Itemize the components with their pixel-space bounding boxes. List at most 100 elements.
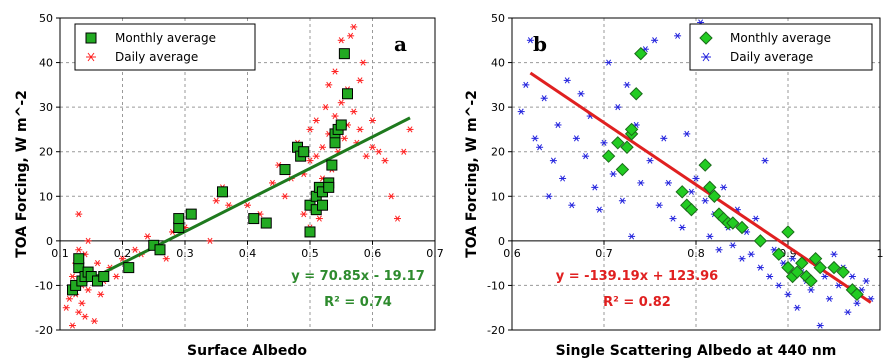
monthly-average-point — [813, 260, 827, 275]
x-tick-label: 0.4 — [239, 247, 257, 260]
monthly-average-point — [304, 226, 316, 238]
regression-equation: y = -139.19x + 123.96 — [556, 269, 718, 284]
legend-monthly-marker — [699, 31, 713, 45]
daily-average-point — [623, 81, 631, 88]
daily-average-point — [340, 135, 348, 142]
monthly-average-point — [634, 46, 648, 61]
monthly-average-point — [703, 180, 717, 195]
monthly-average-point — [836, 265, 850, 279]
daily-average-point — [347, 32, 355, 39]
daily-average-point — [572, 135, 580, 142]
monthly-average-point — [611, 136, 625, 150]
daily-average-point — [600, 139, 608, 146]
legend: Monthly average Daily average — [74, 23, 256, 71]
monthly-average-point — [624, 122, 639, 137]
daily-average-point — [775, 282, 783, 289]
y-tick-label: 40 — [39, 57, 53, 70]
daily-average-point — [75, 246, 83, 253]
daily-average-point — [614, 104, 622, 111]
monthly-average-point — [260, 217, 272, 229]
daily-average-point — [331, 112, 339, 120]
monthly-average-point — [620, 140, 634, 154]
daily-average-point — [738, 255, 746, 262]
panel-label: a — [394, 32, 407, 56]
x-tick-label: 0.3 — [176, 247, 194, 260]
daily-average-point — [605, 59, 613, 66]
daily-average-point — [559, 175, 567, 182]
daily-average-point — [756, 264, 764, 271]
daily-average-point — [350, 108, 358, 115]
y-tick-label: -10 — [35, 279, 53, 292]
daily-average-point — [609, 170, 617, 178]
daily-average-point — [517, 108, 525, 115]
monthly-average-point — [735, 220, 749, 235]
monthly-average-point — [338, 48, 350, 60]
daily-average-point — [131, 246, 139, 253]
panel-label: b — [533, 32, 547, 56]
monthly-average-point — [808, 251, 823, 266]
daily-average-point — [766, 273, 774, 280]
monthly-average-series — [67, 48, 353, 296]
daily-average-point — [387, 193, 395, 200]
monthly-average-point — [629, 87, 643, 101]
x-tick-label: 0.5 — [301, 247, 319, 260]
legend-daily-label: Daily average — [115, 50, 198, 64]
daily-average-point — [591, 184, 599, 191]
daily-average-point — [406, 126, 414, 133]
r-squared-value: R² = 0.82 — [603, 295, 671, 310]
monthly-average-point — [850, 287, 864, 302]
daily-average-point — [206, 237, 214, 244]
daily-average-point — [84, 237, 92, 244]
daily-average-point — [752, 215, 760, 222]
plot-frame — [59, 17, 436, 331]
monthly-average-point — [248, 213, 260, 225]
daily-average-point — [162, 255, 170, 262]
monthly-average-point — [781, 225, 795, 239]
daily-average-point — [729, 242, 737, 249]
daily-average-point — [628, 233, 636, 240]
monthly-average-point — [601, 149, 616, 163]
daily-average-point — [545, 193, 553, 200]
daily-average-point — [821, 273, 829, 280]
daily-average-point — [618, 197, 626, 204]
x-tick-label: 0.7 — [426, 247, 444, 260]
y-tick-label: 30 — [39, 101, 53, 114]
daily-average-point — [595, 206, 603, 213]
grid-lines — [60, 18, 435, 330]
daily-average-point — [356, 126, 364, 133]
daily-average-point — [312, 117, 320, 124]
daily-average-point — [65, 295, 73, 302]
monthly-average-point — [804, 274, 818, 288]
y-tick-label: 20 — [491, 146, 505, 159]
daily-average-point — [394, 215, 401, 222]
daily-average-point — [720, 184, 728, 191]
daily-average-point — [715, 246, 723, 253]
daily-average-point — [97, 291, 105, 298]
monthly-average-point — [329, 137, 341, 149]
y-axis-title: TOA Forcing, W m^-2 — [464, 90, 480, 258]
monthly-average-point — [298, 146, 310, 158]
daily-average-point — [269, 179, 276, 187]
x-tick-label: 0.8 — [687, 247, 705, 260]
legend: Monthly average Daily average — [689, 23, 873, 71]
daily-average-point — [325, 81, 333, 88]
daily-average-point — [687, 188, 695, 195]
monthly-average-point — [684, 202, 699, 217]
monthly-average-point — [326, 159, 338, 171]
regression-line — [529, 71, 872, 304]
y-tick-label: 50 — [39, 12, 53, 25]
y-axis-title: TOA Forcing, W m^-2 — [14, 90, 30, 258]
y-tick-label: 20 — [39, 146, 53, 159]
daily-average-point — [81, 313, 89, 320]
daily-average-point — [78, 300, 86, 307]
daily-average-point — [69, 322, 76, 329]
monthly-average-point — [279, 164, 291, 176]
daily-average-point — [660, 135, 668, 142]
daily-average-point — [225, 202, 233, 209]
daily-average-point — [400, 148, 408, 155]
monthly-average-point — [726, 216, 740, 230]
daily-average-point — [747, 251, 755, 258]
daily-average-point — [651, 37, 659, 44]
daily-average-point — [337, 99, 345, 106]
